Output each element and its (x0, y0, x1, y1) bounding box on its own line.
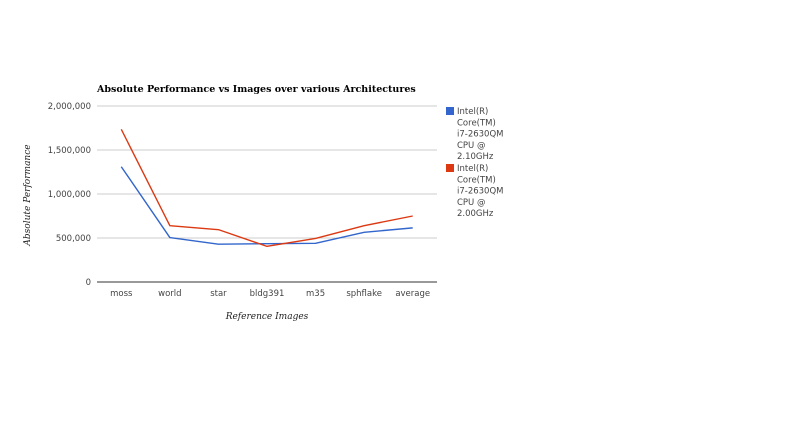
y-tick-label: 1,000,000 (48, 190, 91, 200)
data-point[interactable] (266, 243, 268, 245)
x-tick-label: bldg391 (250, 289, 285, 299)
data-point[interactable] (412, 215, 414, 217)
x-axis-label: Reference Images (225, 312, 309, 322)
x-tick-label: average (395, 289, 430, 299)
legend-label: Intel(R) Core(TM) i7-2630QM CPU @2.10GHz (457, 107, 504, 162)
data-point[interactable] (363, 224, 365, 226)
data-point[interactable] (412, 227, 414, 229)
y-tick-label: 2,000,000 (48, 102, 91, 112)
data-point[interactable] (120, 128, 122, 130)
y-tick-label: 1,500,000 (48, 146, 91, 156)
series-line-2[interactable] (120, 129, 413, 248)
data-point[interactable] (217, 243, 219, 245)
x-tick-label: moss (110, 289, 133, 299)
axes: 0 500,000 1,000,000 1,500,000 2,000,000 moss w… (48, 102, 437, 299)
legend-swatch (446, 164, 454, 172)
data-point[interactable] (120, 166, 122, 168)
legend-item-2[interactable]: Intel(R) Core(TM) i7-2630QM CPU @2.00GHz (446, 164, 504, 219)
grid (97, 105, 437, 239)
data-point[interactable] (217, 228, 219, 230)
x-tick-label: world (158, 289, 181, 299)
data-point[interactable] (169, 236, 171, 238)
y-axis-label: Absolute Performance (23, 144, 33, 246)
data-point[interactable] (169, 224, 171, 226)
data-point[interactable] (314, 237, 316, 239)
series-lines (120, 128, 414, 248)
y-tick-label: 0 (86, 278, 91, 288)
data-point[interactable] (266, 245, 268, 247)
legend[interactable]: Intel(R) Core(TM) i7-2630QM CPU @2.10GHzInt… (446, 107, 504, 219)
legend-label: Intel(R) Core(TM) i7-2630QM CPU @2.00GHz (457, 164, 504, 219)
chart-title: Absolute Performance vs Images over vari… (96, 84, 416, 95)
x-tick-label: star (210, 289, 227, 299)
series-line-1[interactable] (120, 166, 413, 245)
x-tick-label: sphflake (346, 289, 382, 299)
y-tick-label: 500,000 (56, 234, 91, 244)
x-tick-label: m35 (306, 289, 325, 299)
data-point[interactable] (314, 242, 316, 244)
legend-swatch (446, 107, 454, 115)
legend-item-1[interactable]: Intel(R) Core(TM) i7-2630QM CPU @2.10GHz (446, 107, 504, 162)
data-point[interactable] (363, 231, 365, 233)
